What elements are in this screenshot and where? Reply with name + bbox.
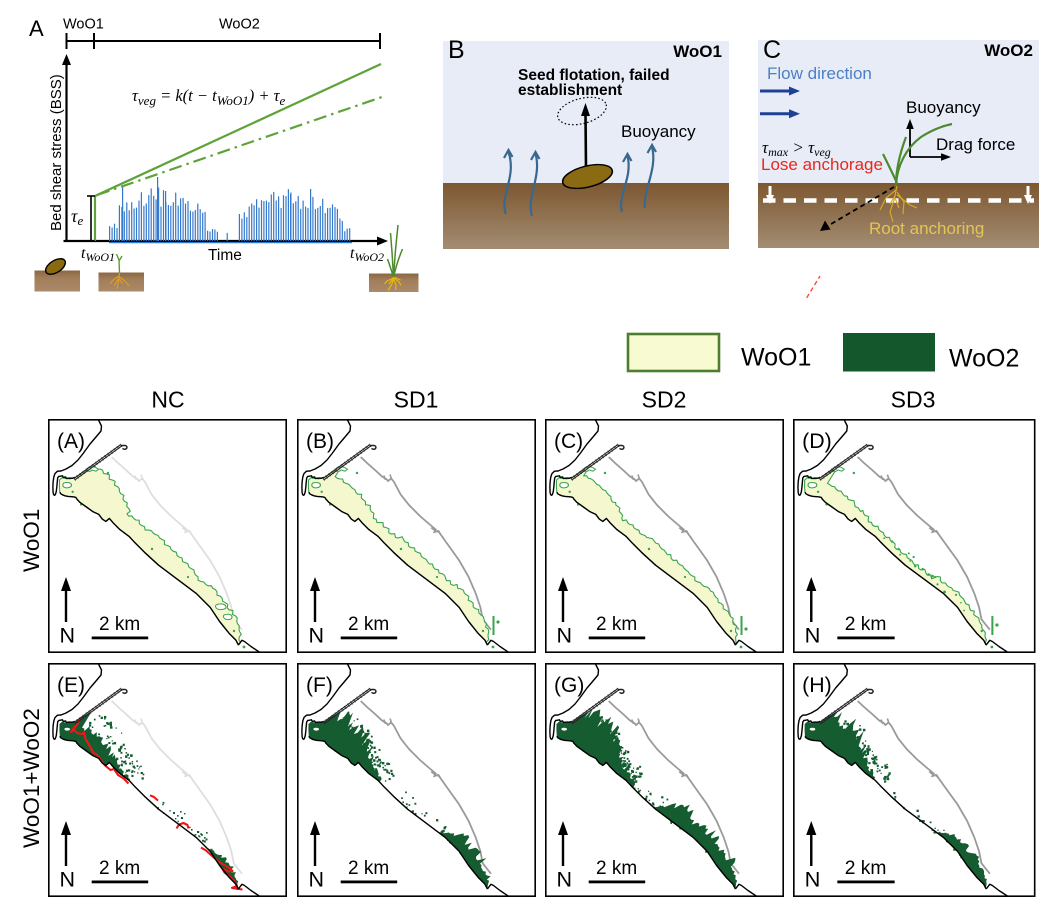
svg-text:2 km: 2 km (845, 614, 887, 635)
svg-text:2 km: 2 km (99, 614, 140, 635)
svg-text:B: B (448, 36, 465, 64)
svg-text:τe: τe (71, 206, 83, 228)
svg-text:(D): (D) (802, 430, 832, 453)
svg-text:Seed flotation, failed: Seed flotation, failed (518, 67, 670, 84)
svg-text:SD3: SD3 (891, 387, 936, 413)
svg-text:2 km: 2 km (845, 858, 887, 879)
svg-text:WoO1: WoO1 (19, 509, 44, 572)
svg-text:C: C (763, 36, 781, 64)
svg-text:2 km: 2 km (596, 614, 637, 635)
svg-text:WoO2: WoO2 (219, 17, 260, 33)
svg-text:(G): (G) (554, 674, 584, 697)
svg-text:N: N (308, 868, 324, 892)
svg-text:Buoyancy: Buoyancy (906, 98, 981, 117)
svg-text:WoO1+WoO2: WoO1+WoO2 (19, 708, 44, 848)
svg-text:A: A (29, 16, 44, 41)
svg-text:τveg = k(t − tWoO1) + τe: τveg = k(t − tWoO1) + τe (132, 86, 286, 108)
svg-text:Buoyancy: Buoyancy (621, 122, 696, 141)
svg-text:tWoO2: tWoO2 (350, 245, 384, 264)
svg-text:(C): (C) (554, 430, 583, 453)
svg-text:N: N (60, 868, 76, 892)
svg-text:Bed shear stress (BSS): Bed shear stress (BSS) (48, 74, 65, 231)
svg-text:tWoO1: tWoO1 (81, 245, 115, 264)
svg-text:N: N (556, 624, 572, 648)
svg-text:WoO1: WoO1 (673, 42, 722, 61)
svg-text:(A): (A) (57, 430, 85, 453)
svg-text:Time: Time (208, 247, 242, 264)
svg-text:N: N (60, 624, 76, 648)
svg-text:(B): (B) (306, 430, 334, 453)
svg-text:Flow direction: Flow direction (767, 64, 872, 83)
svg-text:2 km: 2 km (348, 858, 389, 879)
svg-text:2 km: 2 km (348, 614, 389, 635)
svg-text:NC: NC (151, 387, 184, 413)
svg-text:SD2: SD2 (642, 387, 687, 413)
svg-text:WoO1: WoO1 (63, 17, 104, 33)
svg-text:establishment: establishment (518, 82, 622, 99)
svg-text:SD1: SD1 (394, 387, 439, 413)
svg-text:2 km: 2 km (596, 858, 637, 879)
svg-text:(E): (E) (57, 674, 85, 697)
svg-text:N: N (805, 867, 821, 892)
svg-text:Drag force: Drag force (936, 135, 1015, 154)
svg-text:N: N (308, 624, 324, 648)
svg-text:N: N (805, 623, 821, 648)
svg-text:2 km: 2 km (99, 858, 140, 879)
svg-text:N: N (556, 868, 572, 892)
svg-text:Root anchoring: Root anchoring (869, 219, 984, 238)
svg-text:(H): (H) (802, 674, 832, 697)
svg-text:(F): (F) (306, 674, 333, 697)
svg-text:WoO2: WoO2 (949, 345, 1019, 373)
svg-text:Lose anchorage: Lose anchorage (761, 155, 883, 174)
svg-text:WoO2: WoO2 (984, 41, 1033, 60)
svg-text:WoO1: WoO1 (741, 344, 811, 372)
